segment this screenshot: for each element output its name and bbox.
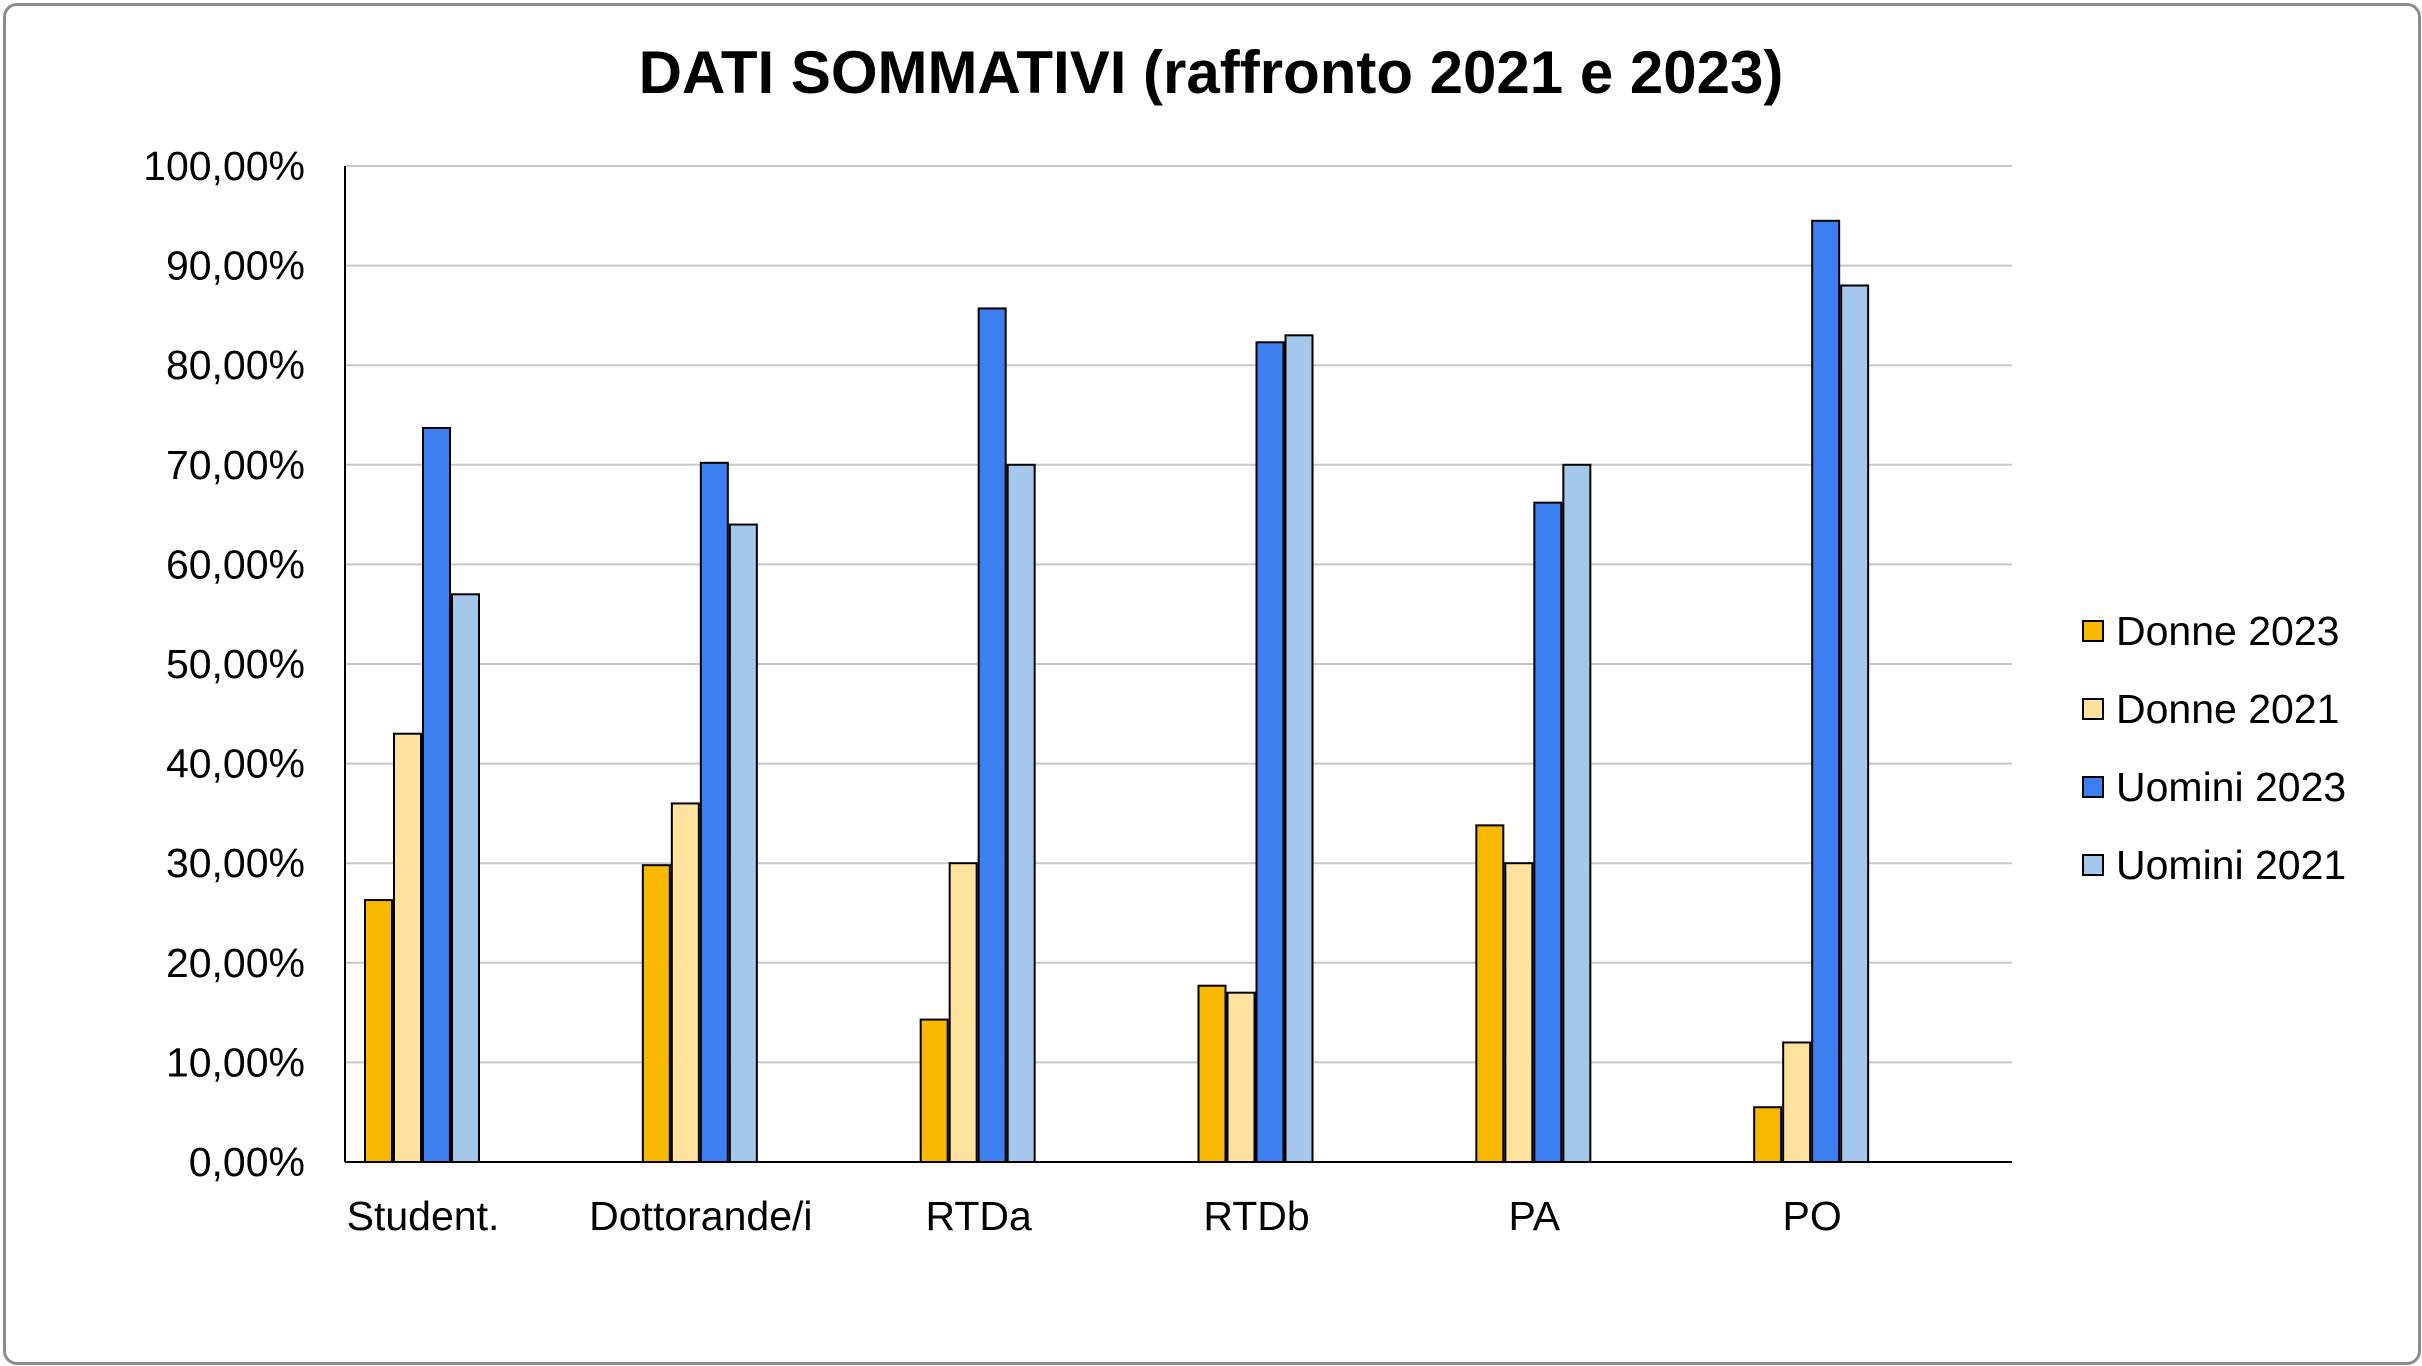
- bar-donne-2023: [641, 864, 671, 1164]
- bar-donne-2021: [1782, 1041, 1812, 1163]
- y-tick-label: 70,00%: [166, 442, 305, 488]
- legend-swatch-donne-2021: [2082, 698, 2104, 720]
- bar-uomini-2021: [1006, 463, 1036, 1163]
- legend-item-donne-2023: Donne 2023: [2082, 592, 2346, 670]
- bar-donne-2021: [393, 732, 422, 1163]
- legend-label-donne-2023: Donne 2023: [2116, 607, 2340, 654]
- legend-label-uomini-2021: Uomini 2021: [2116, 841, 2347, 888]
- bar-donne-2023: [1475, 824, 1505, 1163]
- legend-item-uomini-2021: Uomini 2021: [2082, 826, 2346, 904]
- bar-donne-2023: [919, 1018, 949, 1164]
- bar-uomini-2023: [1255, 341, 1285, 1163]
- legend-label-donne-2021: Donne 2021: [2116, 685, 2340, 732]
- bar-uomini-2021: [1562, 463, 1592, 1163]
- y-tick-label: 0,00%: [189, 1139, 305, 1185]
- y-tick-label: 10,00%: [166, 1039, 305, 1085]
- legend-item-donne-2021: Donne 2021: [2082, 670, 2346, 748]
- legend-swatch-donne-2023: [2082, 620, 2104, 642]
- legend-label-uomini-2023: Uomini 2023: [2116, 763, 2347, 810]
- bar-uomini-2023: [1811, 219, 1841, 1163]
- x-tick-label: RTDa: [926, 1193, 1033, 1239]
- x-tick-label: PO: [1783, 1193, 1842, 1239]
- y-tick-label: 20,00%: [166, 940, 305, 986]
- x-tick-label: RTDb: [1203, 1193, 1309, 1239]
- bar-donne-2021: [948, 862, 978, 1163]
- bar-donne-2023: [1753, 1106, 1783, 1163]
- y-tick-label: 60,00%: [166, 541, 305, 587]
- bar-uomini-2021: [1840, 284, 1870, 1163]
- x-tick-label: PA: [1509, 1193, 1561, 1239]
- y-tick-label: 30,00%: [166, 840, 305, 886]
- y-tick-label: 40,00%: [166, 741, 305, 787]
- legend-swatch-uomini-2021: [2082, 854, 2104, 876]
- legend-swatch-uomini-2023: [2082, 776, 2104, 798]
- bar-uomini-2021: [1284, 334, 1314, 1163]
- bar-uomini-2023: [977, 307, 1007, 1164]
- bar-uomini-2021: [728, 523, 758, 1163]
- bar-donne-2023: [364, 899, 393, 1163]
- x-tick-label: Dottorande/i: [589, 1193, 812, 1239]
- bar-uomini-2021: [451, 593, 480, 1163]
- bar-donne-2023: [1197, 984, 1227, 1164]
- chart-title: DATI SOMMATIVI (raffronto 2021 e 2023): [638, 39, 1784, 106]
- bar-donne-2021: [1504, 862, 1534, 1163]
- bar-donne-2021: [670, 802, 700, 1163]
- y-tick-label: 90,00%: [166, 243, 305, 289]
- legend: Donne 2023 Donne 2021 Uomini 2023 Uomini…: [2082, 592, 2346, 904]
- x-tick-label: Student.: [347, 1193, 500, 1239]
- bar-uomini-2023: [422, 426, 451, 1163]
- bar-uomini-2023: [699, 461, 729, 1164]
- y-tick-label: 100,00%: [143, 143, 305, 189]
- y-tick-label: 50,00%: [166, 641, 305, 687]
- y-tick-label: 80,00%: [166, 342, 305, 388]
- bar-uomini-2023: [1533, 501, 1563, 1163]
- legend-item-uomini-2023: Uomini 2023: [2082, 748, 2346, 826]
- bar-donne-2021: [1226, 991, 1256, 1163]
